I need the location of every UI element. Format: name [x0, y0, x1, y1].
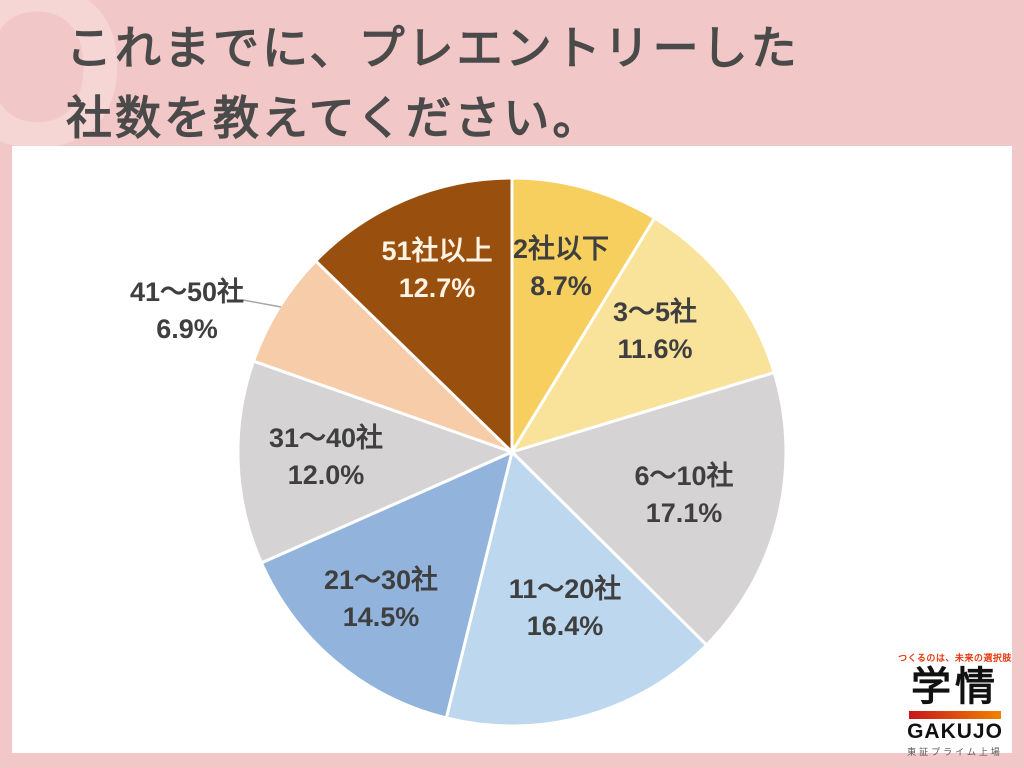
pie-slice-2社以下	[510, 176, 657, 454]
logo-name-jp: 学情	[911, 665, 999, 709]
logo-listing-text: 東証プライム上場	[907, 747, 1003, 757]
page-title-line2: 社数を教えてください。	[66, 92, 602, 144]
pie-slice-6〜10社	[510, 371, 788, 647]
leader-line	[242, 299, 282, 308]
gakujo-logo: つくるのは、未来の選択肢 学情 GAKUJO 東証プライム上場	[898, 651, 1012, 758]
pie-slice-41〜50社	[252, 259, 514, 454]
pie-slice-11〜20社	[444, 450, 708, 728]
logo-name-en: GAKUJO	[907, 720, 1003, 743]
pie-slice-21〜30社	[259, 450, 514, 720]
page-title-line1: これまでに、プレエントリーした	[66, 22, 800, 74]
pie-svg	[236, 176, 788, 728]
pie-slice-31〜40社	[236, 359, 514, 565]
logo-tagline: つくるのは、未来の選択肢	[898, 653, 1012, 663]
pie-slice-51社以上	[314, 176, 514, 454]
q-watermark: Q	[0, 0, 127, 146]
header: Q これまでに、プレエントリーした 社数を教えてください。	[0, 0, 1024, 146]
logo-gradient-bar	[909, 711, 1001, 719]
pie-slice-3〜5社	[510, 216, 776, 454]
